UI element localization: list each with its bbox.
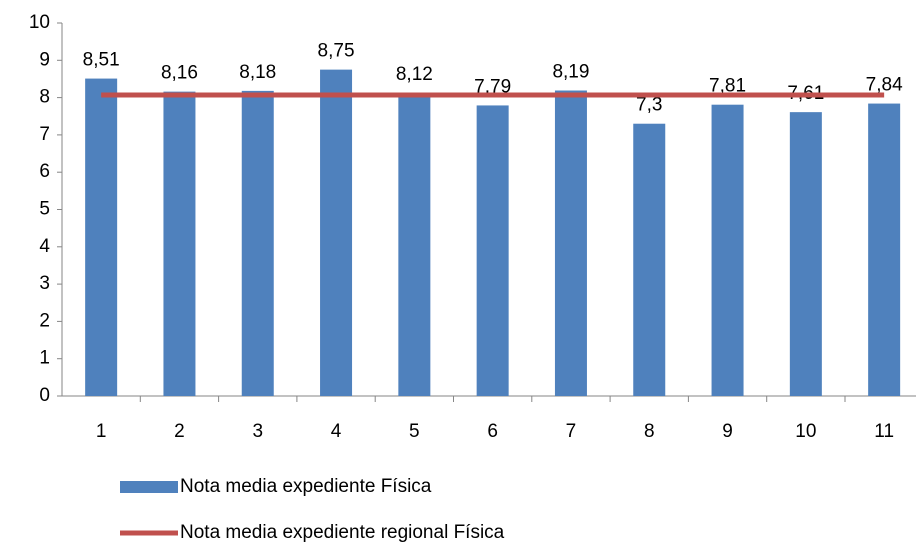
data-label: 7,79 bbox=[474, 76, 511, 97]
x-tick-label: 9 bbox=[722, 421, 733, 442]
data-label: 8,16 bbox=[161, 63, 198, 84]
data-label: 8,12 bbox=[396, 64, 433, 85]
data-label: 8,51 bbox=[83, 50, 120, 71]
x-tick-label: 3 bbox=[252, 421, 263, 442]
bar bbox=[320, 69, 353, 396]
y-tick-label: 5 bbox=[39, 199, 50, 220]
y-tick-label: 2 bbox=[39, 310, 50, 331]
bar bbox=[163, 91, 196, 396]
y-tick-label: 10 bbox=[29, 12, 50, 33]
y-tick-label: 9 bbox=[39, 49, 50, 70]
data-label: 7,84 bbox=[866, 75, 903, 96]
data-label: 8,19 bbox=[552, 62, 589, 83]
x-tick-label: 1 bbox=[96, 421, 107, 442]
x-tick-label: 10 bbox=[795, 421, 816, 442]
data-label: 7,81 bbox=[709, 76, 746, 97]
bar bbox=[554, 90, 587, 396]
data-label: 7,3 bbox=[636, 95, 662, 116]
y-tick-label: 1 bbox=[39, 348, 50, 369]
x-tick-label: 5 bbox=[409, 421, 420, 442]
legend-swatch bbox=[120, 481, 178, 493]
bar bbox=[633, 123, 666, 397]
y-tick-label: 7 bbox=[39, 124, 50, 145]
x-tick-label: 7 bbox=[566, 421, 577, 442]
x-tick-label: 6 bbox=[487, 421, 498, 442]
bar bbox=[868, 103, 901, 397]
bar bbox=[711, 104, 744, 396]
x-tick-label: 11 bbox=[874, 421, 894, 442]
y-tick-label: 3 bbox=[39, 273, 50, 294]
bar bbox=[241, 90, 274, 397]
x-tick-label: 2 bbox=[174, 421, 185, 442]
y-tick-label: 4 bbox=[39, 236, 50, 257]
bar bbox=[398, 93, 431, 397]
x-tick-label: 8 bbox=[644, 421, 655, 442]
legend-label: Nota media expediente regional Física bbox=[180, 522, 505, 543]
x-tick-label: 4 bbox=[331, 421, 342, 442]
y-tick-label: 8 bbox=[39, 87, 50, 108]
data-label: 8,18 bbox=[239, 62, 276, 83]
y-tick-label: 6 bbox=[39, 161, 50, 182]
data-label: 8,75 bbox=[318, 41, 355, 62]
y-tick-label: 0 bbox=[39, 385, 50, 406]
bar bbox=[85, 78, 118, 397]
bar bbox=[789, 112, 822, 396]
legend-label: Nota media expediente Física bbox=[180, 476, 432, 497]
bar bbox=[476, 105, 509, 397]
